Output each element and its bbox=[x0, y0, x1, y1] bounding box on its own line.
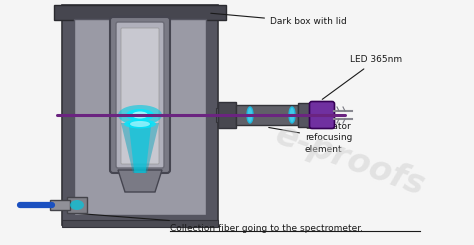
FancyBboxPatch shape bbox=[110, 17, 170, 173]
Ellipse shape bbox=[124, 120, 156, 128]
Polygon shape bbox=[128, 123, 151, 173]
Text: Collection fiber going to the spectrometer.: Collection fiber going to the spectromet… bbox=[75, 213, 363, 233]
Polygon shape bbox=[118, 170, 162, 192]
Ellipse shape bbox=[247, 107, 253, 123]
Bar bbox=[236, 105, 298, 125]
FancyBboxPatch shape bbox=[310, 101, 335, 128]
Text: e-proofs: e-proofs bbox=[271, 118, 429, 202]
Polygon shape bbox=[121, 123, 159, 173]
Ellipse shape bbox=[132, 111, 148, 119]
FancyBboxPatch shape bbox=[116, 22, 164, 168]
Bar bbox=[67, 197, 87, 213]
FancyBboxPatch shape bbox=[121, 28, 159, 164]
Bar bbox=[74, 19, 206, 215]
Ellipse shape bbox=[126, 109, 154, 121]
Bar bbox=[218, 102, 236, 128]
Bar bbox=[216, 108, 224, 122]
Bar bbox=[298, 103, 310, 127]
Ellipse shape bbox=[118, 105, 162, 125]
Bar bbox=[62, 220, 218, 227]
Bar bbox=[50, 200, 70, 210]
Ellipse shape bbox=[70, 200, 84, 210]
Bar bbox=[54, 5, 226, 20]
Ellipse shape bbox=[130, 121, 150, 127]
Text: Collimator
refocusing
element: Collimator refocusing element bbox=[269, 122, 352, 154]
Bar bbox=[62, 5, 218, 225]
Text: Dark box with lid: Dark box with lid bbox=[211, 13, 347, 26]
Ellipse shape bbox=[289, 107, 295, 123]
Text: LED 365nm: LED 365nm bbox=[322, 56, 402, 99]
